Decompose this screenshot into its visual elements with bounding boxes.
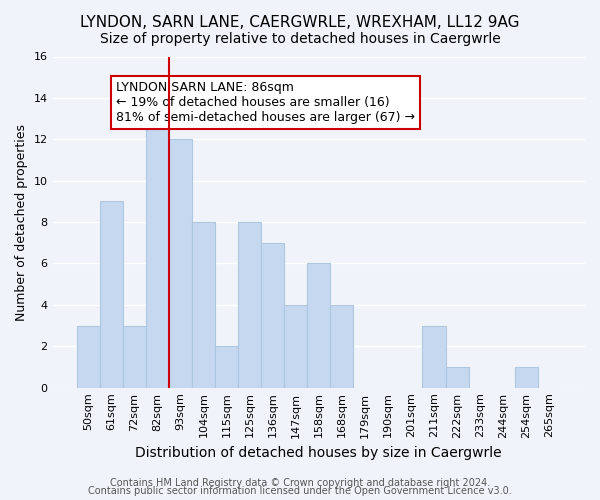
X-axis label: Distribution of detached houses by size in Caergwrle: Distribution of detached houses by size … xyxy=(136,446,502,460)
Text: Contains HM Land Registry data © Crown copyright and database right 2024.: Contains HM Land Registry data © Crown c… xyxy=(110,478,490,488)
Bar xyxy=(146,118,169,388)
Bar xyxy=(446,367,469,388)
Bar xyxy=(515,367,538,388)
Bar xyxy=(215,346,238,388)
Bar xyxy=(77,326,100,388)
Text: LYNDON SARN LANE: 86sqm
← 19% of detached houses are smaller (16)
81% of semi-de: LYNDON SARN LANE: 86sqm ← 19% of detache… xyxy=(116,82,415,124)
Bar xyxy=(123,326,146,388)
Bar xyxy=(192,222,215,388)
Text: LYNDON, SARN LANE, CAERGWRLE, WREXHAM, LL12 9AG: LYNDON, SARN LANE, CAERGWRLE, WREXHAM, L… xyxy=(80,15,520,30)
Text: Size of property relative to detached houses in Caergwrle: Size of property relative to detached ho… xyxy=(100,32,500,46)
Bar xyxy=(100,202,123,388)
Bar xyxy=(422,326,446,388)
Bar xyxy=(330,305,353,388)
Bar xyxy=(169,140,192,388)
Bar xyxy=(261,243,284,388)
Bar xyxy=(238,222,261,388)
Y-axis label: Number of detached properties: Number of detached properties xyxy=(15,124,28,320)
Bar xyxy=(284,305,307,388)
Bar xyxy=(307,264,330,388)
Text: Contains public sector information licensed under the Open Government Licence v3: Contains public sector information licen… xyxy=(88,486,512,496)
